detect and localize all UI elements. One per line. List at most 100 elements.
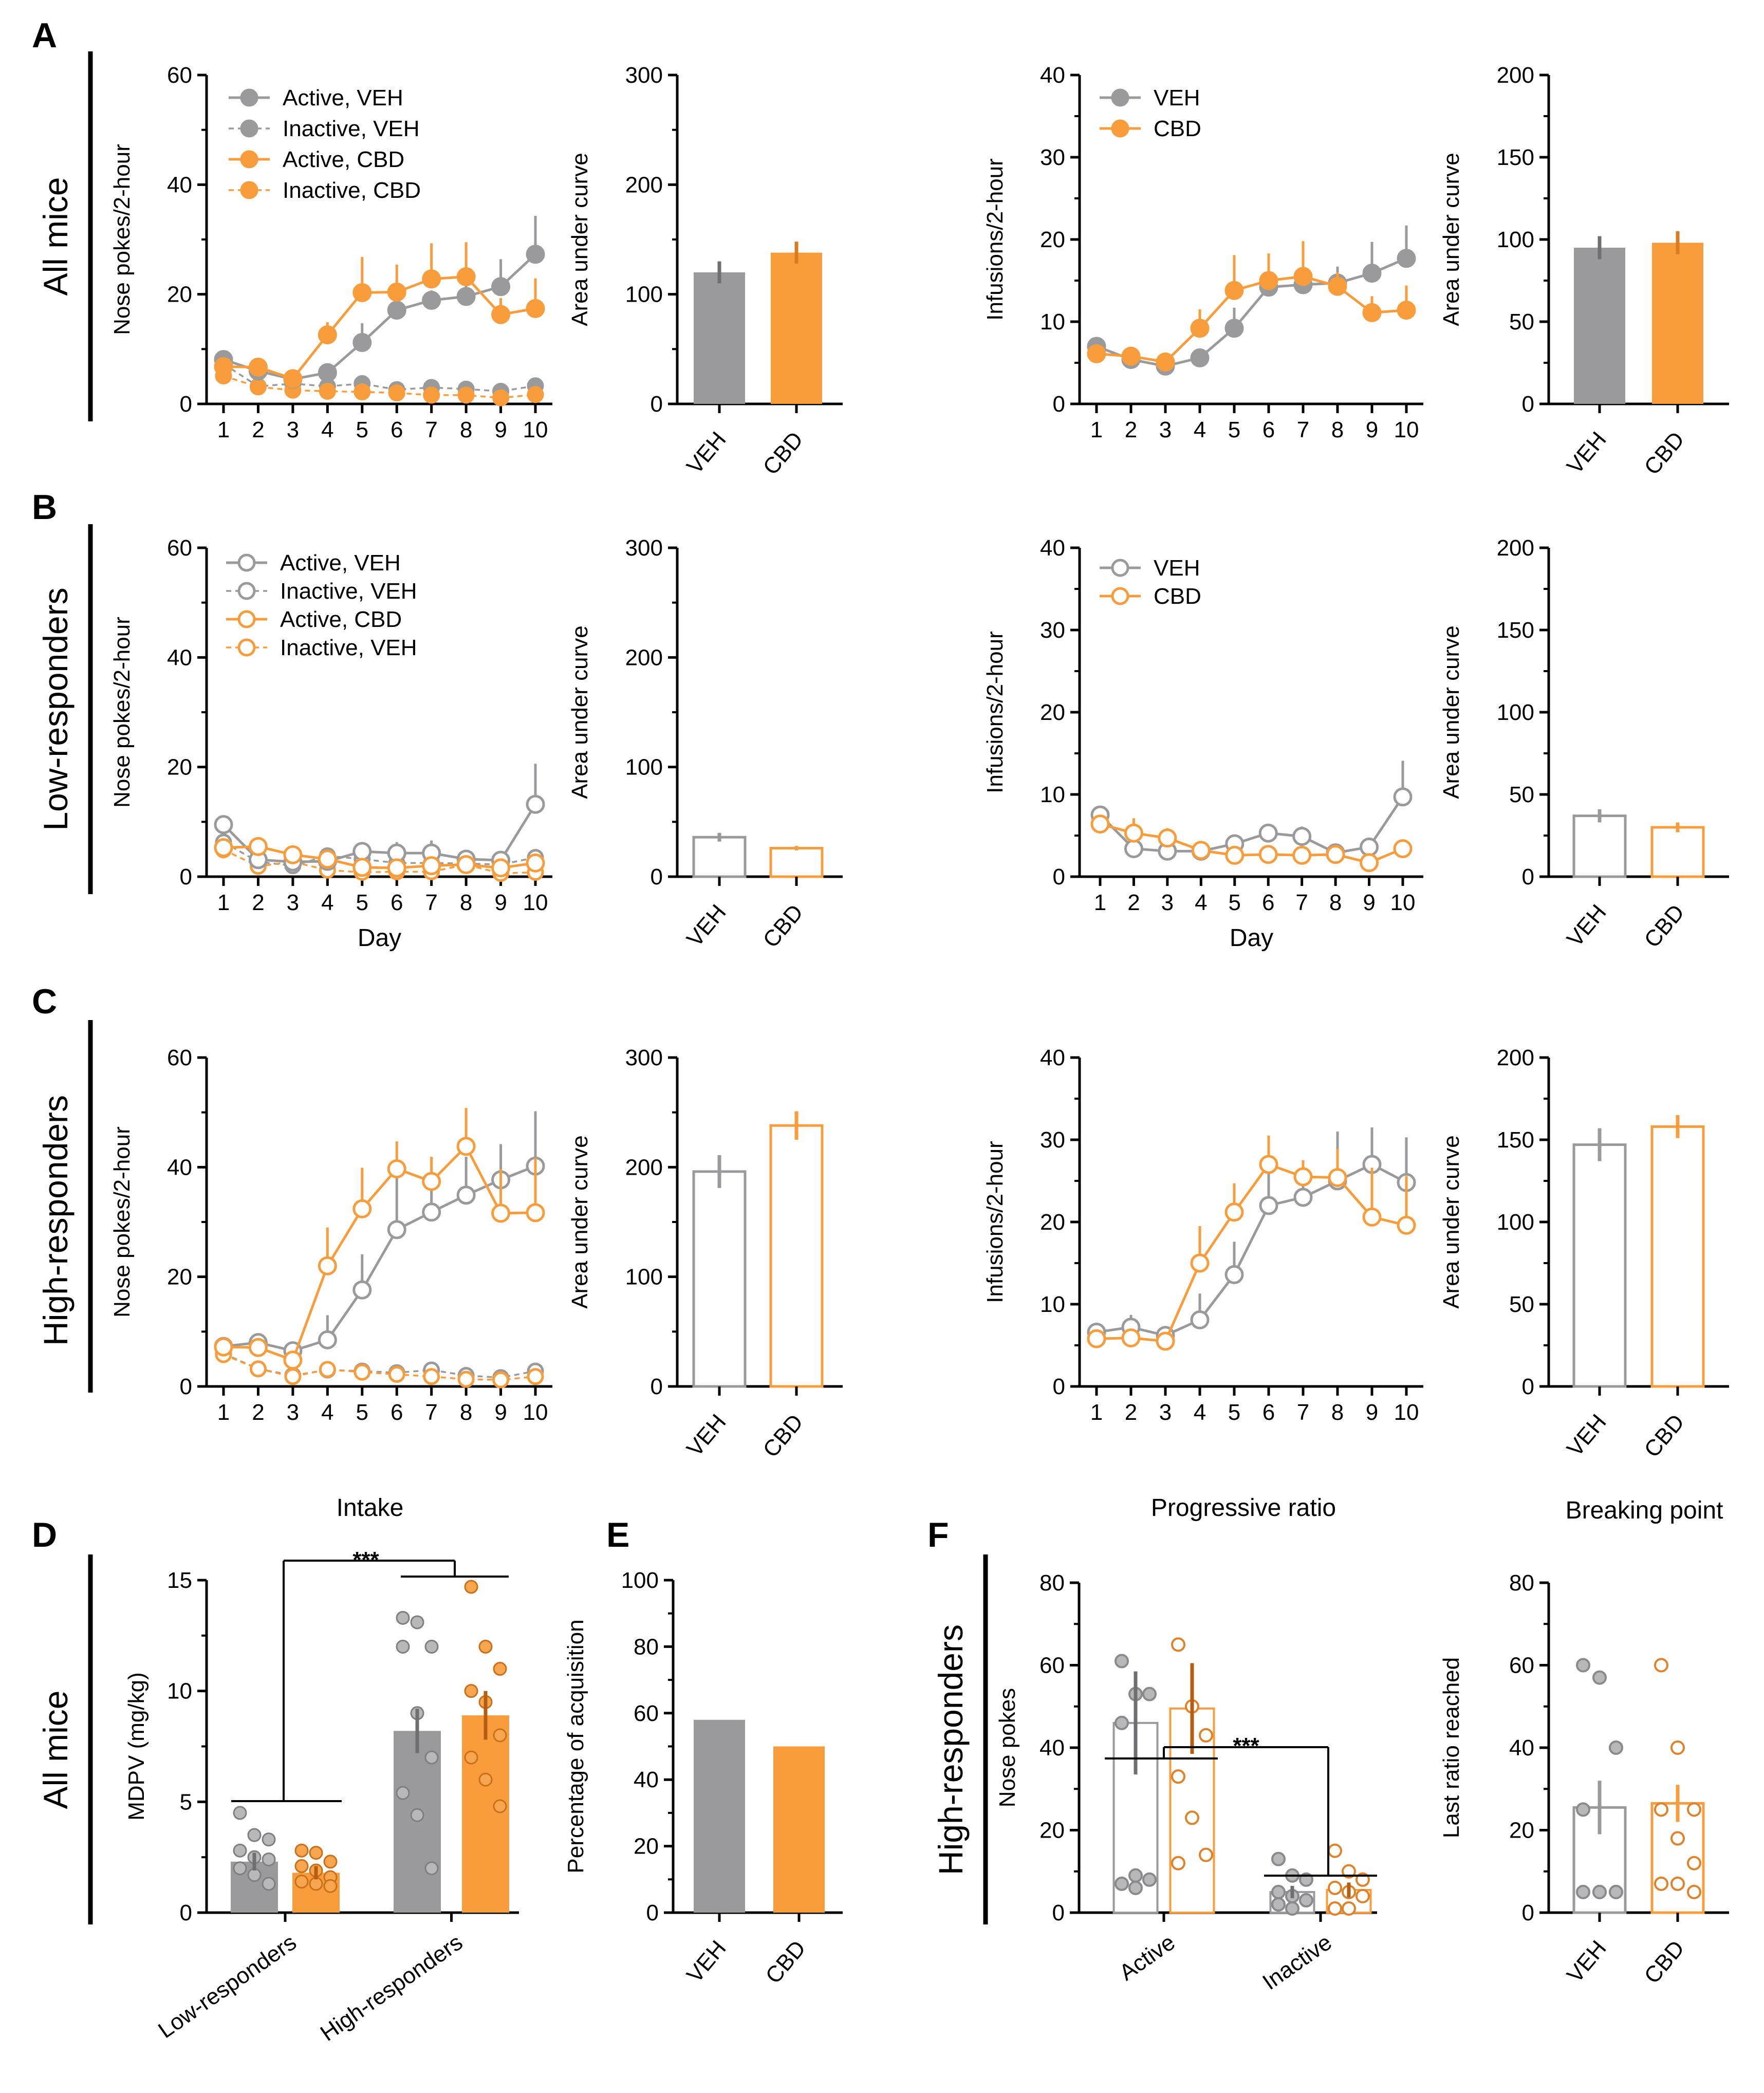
data-point xyxy=(1190,1310,1210,1329)
y-tick-label: 0 xyxy=(646,1900,659,1925)
y-tick-label: 300 xyxy=(625,1045,663,1070)
series-line xyxy=(1096,257,1407,367)
x-tick-label: 7 xyxy=(425,417,437,442)
data-point xyxy=(1259,1196,1278,1215)
x-tick-label: 4 xyxy=(321,417,333,442)
individual-point xyxy=(1687,1802,1701,1817)
x-tick-label: 10 xyxy=(523,1400,548,1425)
x-tick-label: 1 xyxy=(217,417,230,442)
data-point xyxy=(1224,319,1244,338)
bar xyxy=(462,1715,509,1913)
y-tick-label: 300 xyxy=(625,63,663,88)
x-tick-label: 3 xyxy=(287,890,299,915)
individual-point xyxy=(424,1861,439,1876)
individual-point xyxy=(1271,1851,1286,1866)
legend-marker xyxy=(240,181,258,199)
y-axis-label: Last ratio reached xyxy=(1439,1657,1464,1838)
series-line xyxy=(223,1144,536,1362)
y-tick-label: 0 xyxy=(180,864,192,890)
individual-point xyxy=(1185,1810,1199,1825)
row-label: High-responders xyxy=(932,1624,970,1875)
x-tick-label: 5 xyxy=(356,1400,368,1425)
x-tick-label: 6 xyxy=(391,417,403,442)
series-active-cbd xyxy=(214,242,545,388)
data-point xyxy=(387,1159,406,1179)
individual-point xyxy=(410,1808,424,1822)
series-active-cbd xyxy=(214,837,545,878)
y-tick-label: 200 xyxy=(625,1155,663,1180)
x-tick-label: 9 xyxy=(1363,890,1375,915)
legend-marker xyxy=(237,638,256,657)
data-point xyxy=(526,245,545,264)
y-tick-label: 80 xyxy=(634,1634,659,1659)
y-axis-label: Infusions/2-hour xyxy=(982,1141,1008,1303)
individual-point xyxy=(1299,1893,1313,1907)
x-tick-label: 1 xyxy=(217,1400,230,1425)
data-point xyxy=(1360,853,1379,873)
y-tick-label: 40 xyxy=(1040,63,1065,88)
bar xyxy=(769,1124,824,1388)
individual-point xyxy=(410,1615,424,1629)
y-tick-label: 60 xyxy=(167,63,192,88)
y-tick-label: 0 xyxy=(1052,1900,1065,1925)
data-point xyxy=(283,369,303,388)
y-axis-label: Percentage of acquisition xyxy=(563,1619,588,1873)
y-tick-label: 20 xyxy=(1040,1210,1065,1235)
data-point xyxy=(388,384,405,402)
x-tick-label: CBD xyxy=(1639,427,1689,480)
data-point xyxy=(527,386,544,403)
row-label: All mice xyxy=(36,177,75,295)
x-tick-label: 10 xyxy=(523,417,548,442)
y-tick-label: 50 xyxy=(1509,309,1534,335)
y-tick-label: 150 xyxy=(1497,618,1534,643)
y-tick-label: 80 xyxy=(1039,1570,1065,1596)
individual-point xyxy=(262,1852,276,1866)
individual-point xyxy=(464,1684,478,1698)
individual-point xyxy=(1687,1856,1701,1870)
individual-point xyxy=(464,1580,478,1594)
data-point xyxy=(457,1370,475,1388)
y-tick-label: 50 xyxy=(1509,782,1534,807)
x-tick-label: VEH xyxy=(1562,1936,1611,1988)
x-tick-label: CBD xyxy=(760,1936,810,1989)
bar xyxy=(692,836,747,878)
x-axis-label: Day xyxy=(358,924,401,952)
y-tick-label: 60 xyxy=(167,1045,192,1070)
bar xyxy=(1650,826,1705,878)
data-point xyxy=(1190,319,1210,338)
y-tick-label: 40 xyxy=(167,1155,192,1180)
individual-point xyxy=(1128,1868,1143,1883)
series-line xyxy=(223,841,536,867)
x-tick-label: 10 xyxy=(1390,890,1416,915)
bar xyxy=(1650,1125,1705,1388)
legend-label: Inactive, VEH xyxy=(280,579,417,604)
data-point xyxy=(387,301,406,320)
x-tick-label: VEH xyxy=(682,900,731,952)
y-tick-label: 100 xyxy=(1497,700,1534,725)
y-tick-label: 20 xyxy=(1509,1818,1534,1843)
legend-marker xyxy=(240,88,258,107)
x-tick-label: VEH xyxy=(1562,900,1611,952)
y-tick-label: 40 xyxy=(634,1767,659,1792)
x-tick-label: 9 xyxy=(494,1400,507,1425)
y-tick-label: 10 xyxy=(1040,782,1065,807)
individual-point xyxy=(1328,1843,1342,1858)
x-tick-label: 8 xyxy=(1329,890,1342,915)
y-axis-label: Nose pokes xyxy=(995,1688,1020,1807)
data-point xyxy=(1362,1207,1382,1227)
legend-label: CBD xyxy=(1154,584,1201,609)
legend-marker xyxy=(240,150,258,169)
y-tick-label: 60 xyxy=(1039,1653,1065,1678)
legend-marker xyxy=(1111,119,1129,138)
data-point xyxy=(1224,1265,1244,1284)
legend-marker xyxy=(1111,587,1129,605)
significance-stars: *** xyxy=(352,1547,379,1572)
data-point xyxy=(318,1330,337,1349)
series-cbd xyxy=(1090,814,1413,873)
data-point xyxy=(422,856,441,876)
y-tick-label: 200 xyxy=(625,172,663,197)
individual-point xyxy=(1609,1740,1623,1755)
series-cbd xyxy=(1087,1136,1416,1351)
series-active-cbd xyxy=(214,1108,545,1370)
individual-point xyxy=(1328,1901,1342,1916)
